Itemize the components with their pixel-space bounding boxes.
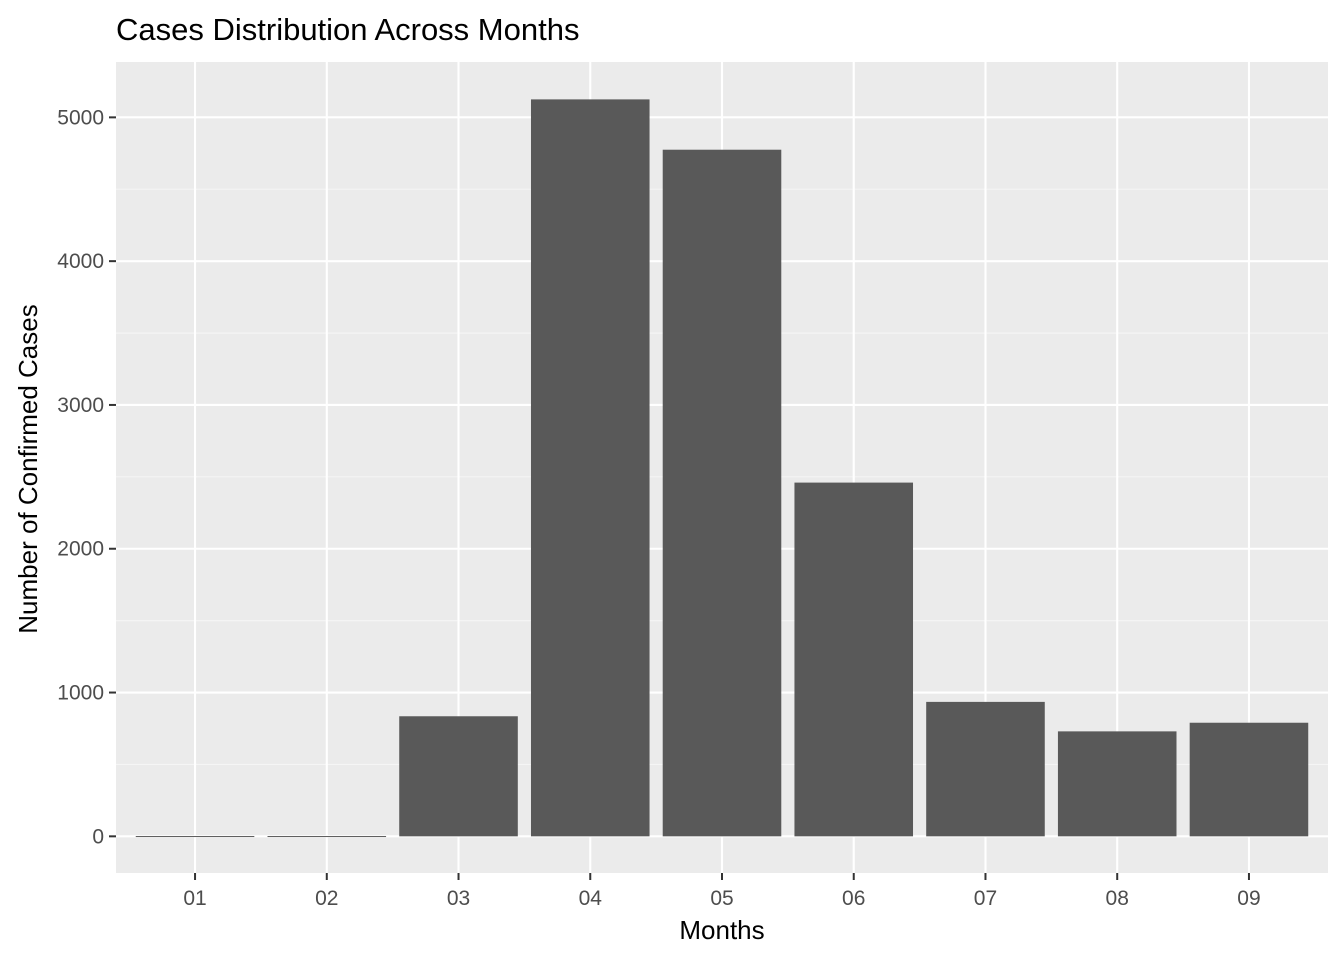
- y-tick-label: 5000: [57, 106, 104, 129]
- bar-09: [1189, 722, 1309, 837]
- bar-06: [794, 482, 914, 837]
- bar-05: [662, 149, 782, 837]
- axes: 0 1000 2000 3000 4000 5000 01 02 03 04 05 06 07 08 09: [57, 106, 1260, 910]
- chart-title: Cases Distribution Across Months: [116, 12, 579, 47]
- x-tick-label: 08: [1106, 887, 1129, 910]
- y-tick-label: 1000: [57, 682, 104, 705]
- x-tick-label: 09: [1237, 887, 1260, 910]
- y-axis-title: Number of Confirmed Cases: [13, 304, 43, 633]
- x-tick-label: 07: [974, 887, 997, 910]
- y-tick-label: 3000: [57, 394, 104, 417]
- bar-03: [399, 716, 518, 837]
- bars: [135, 99, 1309, 838]
- bar-01: [135, 836, 255, 838]
- bar-07: [926, 701, 1045, 837]
- x-tick-label: 04: [579, 887, 603, 910]
- x-tick-label: 01: [183, 887, 206, 910]
- y-tick-label: 0: [92, 825, 104, 848]
- bar-02: [267, 836, 387, 838]
- bar-04: [530, 99, 650, 837]
- x-tick-label: 03: [447, 887, 470, 910]
- x-tick-label: 06: [842, 887, 865, 910]
- x-tick-label: 05: [710, 887, 733, 910]
- y-tick-label: 4000: [57, 250, 104, 273]
- bar-08: [1057, 731, 1177, 837]
- y-tick-label: 2000: [57, 538, 104, 561]
- x-tick-label: 02: [315, 887, 338, 910]
- x-axis-title: Months: [679, 915, 764, 945]
